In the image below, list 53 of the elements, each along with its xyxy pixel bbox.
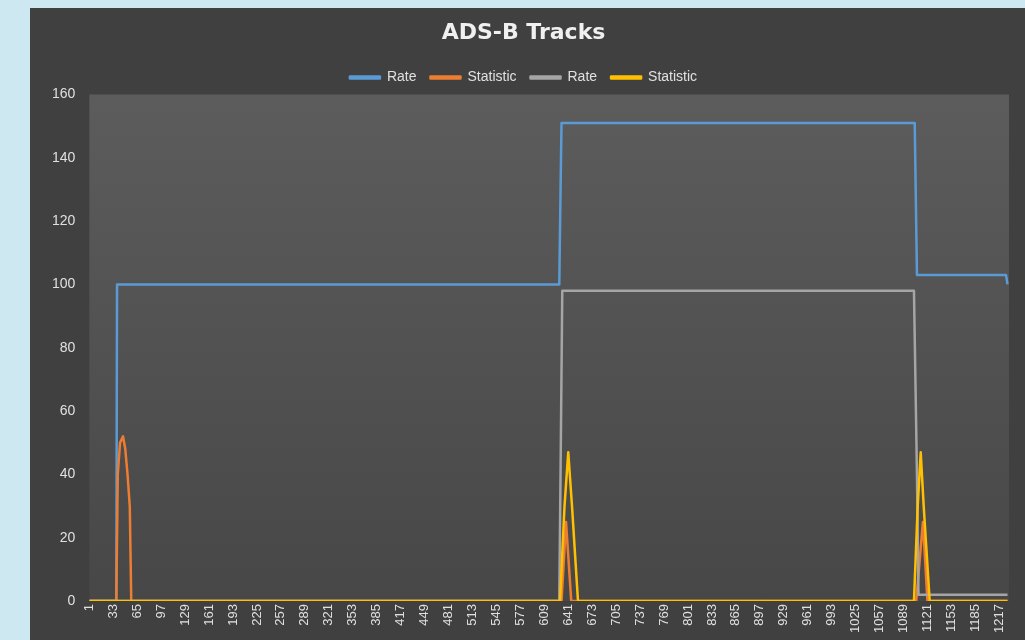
x-tick-label: 961: [799, 604, 815, 626]
x-tick-label: 641: [559, 604, 575, 626]
x-tick-label: 929: [775, 604, 791, 626]
y-tick-label: 120: [52, 211, 76, 228]
x-tick-label: 897: [751, 604, 767, 626]
x-tick-label: 1217: [990, 604, 1006, 633]
x-tick-label: 257: [272, 604, 288, 626]
x-tick-label: 1153: [942, 604, 958, 633]
x-tick-label: 289: [296, 604, 312, 626]
x-tick-label: 705: [607, 604, 623, 626]
y-tick-label: 160: [52, 85, 76, 102]
x-tick-label: 161: [200, 604, 216, 626]
x-tick-label: 129: [176, 604, 192, 626]
x-tick-label: 1121: [919, 604, 935, 633]
legend-label: Rate: [386, 68, 417, 85]
y-tick-label: 80: [59, 338, 76, 355]
x-tick-label: 97: [152, 604, 168, 619]
legend-label: Rate: [567, 68, 598, 85]
x-tick-label: 545: [488, 604, 503, 626]
legend-label: Statistic: [648, 68, 698, 85]
x-tick-label: 225: [248, 604, 264, 626]
x-tick-label: 577: [511, 604, 527, 626]
y-tick-label: 20: [59, 528, 76, 545]
y-tick-label: 100: [52, 275, 76, 292]
x-tick-label: 65: [128, 604, 144, 619]
x-tick-label: 513: [464, 604, 480, 626]
x-tick-label: 321: [320, 604, 336, 626]
x-tick-label: 1: [80, 604, 96, 612]
x-tick-label: 801: [679, 604, 695, 626]
x-tick-label: 193: [224, 604, 240, 626]
x-tick-label: 993: [823, 604, 839, 626]
y-tick-label: 140: [52, 148, 76, 165]
x-tick-label: 449: [416, 604, 432, 626]
x-tick-label: 385: [368, 604, 384, 626]
x-tick-label: 481: [440, 604, 456, 626]
x-tick-label: 1025: [847, 604, 863, 633]
x-tick-label: 673: [583, 604, 599, 626]
chart-title: ADS-B Tracks: [441, 18, 606, 44]
x-tick-label: 353: [344, 604, 360, 626]
x-tick-label: 1057: [871, 604, 887, 633]
x-tick-label: 1089: [895, 604, 911, 633]
x-tick-label: 865: [727, 604, 743, 626]
y-tick-label: 0: [67, 591, 76, 608]
x-tick-label: 737: [631, 604, 647, 626]
x-tick-label: 417: [392, 604, 408, 626]
x-tick-label: 33: [104, 604, 120, 619]
legend-label: Statistic: [467, 68, 517, 85]
x-tick-label: 1185: [966, 604, 982, 633]
x-tick-label: 833: [703, 604, 719, 626]
x-tick-label: 609: [535, 604, 551, 626]
y-tick-label: 60: [59, 401, 76, 418]
y-tick-label: 40: [59, 465, 76, 482]
x-tick-label: 769: [655, 604, 671, 626]
